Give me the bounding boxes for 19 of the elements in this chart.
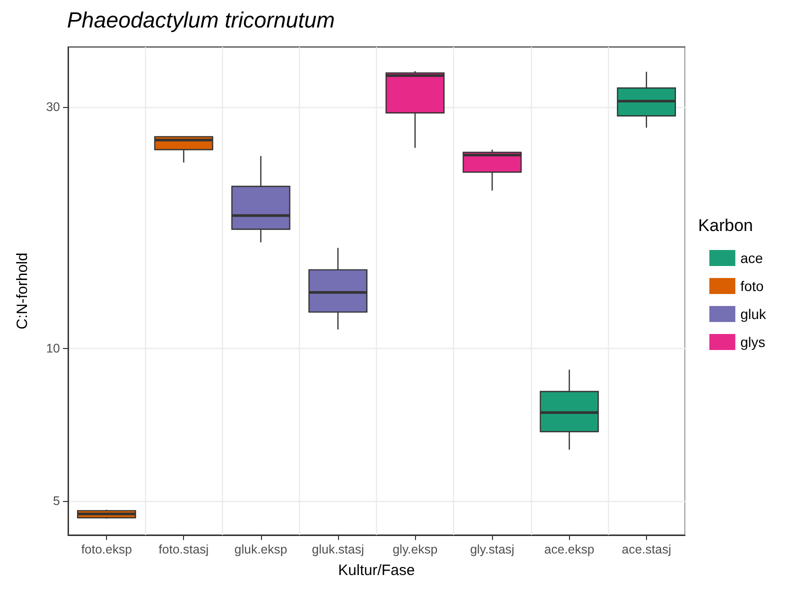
x-tick-label: gly.eksp: [392, 542, 438, 556]
legend-label: glys: [740, 334, 766, 350]
legend-label: gluk: [740, 306, 767, 322]
y-axis-title: C:N-forhold: [14, 252, 31, 330]
x-axis-title: Kultur/Fase: [338, 562, 415, 579]
x-tick-label: ace.stasj: [622, 542, 672, 556]
x-tick-label: gly.stasj: [470, 542, 514, 556]
legend-label: foto: [740, 278, 764, 294]
chart-title: Phaeodactylum tricornutum: [67, 8, 335, 32]
x-tick-label: ace.eksp: [544, 542, 594, 556]
x-tick-label: gluk.stasj: [312, 542, 364, 556]
legend-title: Karbon: [698, 216, 754, 235]
y-tick-label: 5: [53, 494, 60, 508]
x-tick-label: foto.eksp: [81, 542, 132, 556]
y-tick-label: 10: [46, 341, 60, 356]
x-tick-label: foto.stasj: [158, 542, 209, 556]
x-tick-label: gluk.eksp: [234, 542, 288, 556]
y-tick-label: 30: [46, 100, 60, 114]
legend-label: ace: [740, 250, 764, 266]
